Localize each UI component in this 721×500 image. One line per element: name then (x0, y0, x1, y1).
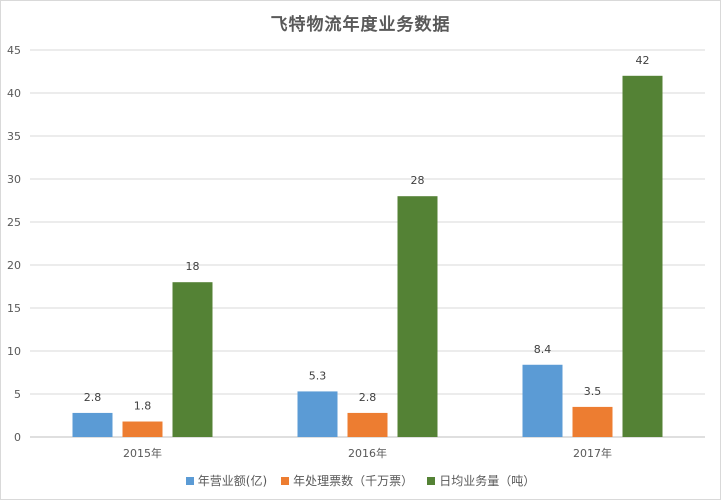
legend-swatch (427, 476, 436, 485)
y-tick-label: 0 (14, 431, 21, 444)
bar (397, 196, 438, 437)
legend-label: 日均业务量（吨） (439, 474, 536, 488)
bar (347, 412, 388, 437)
data-label: 42 (636, 54, 650, 67)
bar (172, 282, 213, 437)
legend-item: 年营业额(亿) (185, 472, 268, 489)
y-tick-label: 30 (7, 173, 21, 186)
y-tick-label: 5 (14, 388, 21, 401)
legend: 年营业额(亿) 年处理票数（千万票） 日均业务量（吨） (0, 472, 721, 489)
data-label: 28 (411, 174, 425, 187)
y-tick-label: 45 (7, 44, 21, 57)
bar (572, 406, 613, 437)
data-label: 8.4 (534, 343, 552, 356)
data-label: 2.8 (84, 391, 102, 404)
data-label: 18 (186, 260, 200, 273)
x-tick-label: 2017年 (573, 446, 612, 460)
y-tick-label: 25 (7, 216, 21, 229)
chart-title: 飞特物流年度业务数据 (270, 15, 451, 35)
bar (122, 421, 163, 437)
legend-swatch (185, 476, 194, 485)
x-tick-label: 2015年 (123, 446, 162, 460)
bar (72, 412, 113, 437)
bar (622, 75, 663, 438)
data-label: 1.8 (134, 400, 152, 413)
legend-item: 日均业务量（吨） (427, 472, 535, 489)
data-label: 5.3 (309, 369, 327, 382)
y-tick-label: 20 (7, 259, 21, 272)
y-tick-label: 15 (7, 302, 21, 315)
legend-label: 年营业额(亿) (197, 474, 268, 488)
legend-label: 年处理票数（千万票） (293, 474, 414, 488)
x-tick-label: 2016年 (348, 446, 387, 460)
y-tick-label: 40 (7, 87, 21, 100)
y-tick-label: 10 (7, 345, 21, 358)
bar (297, 391, 338, 437)
bar (522, 364, 563, 437)
legend-swatch (281, 476, 290, 485)
y-tick-label: 35 (7, 130, 21, 143)
legend-item: 年处理票数（千万票） (281, 472, 413, 489)
data-label: 2.8 (359, 391, 377, 404)
data-label: 3.5 (584, 385, 602, 398)
